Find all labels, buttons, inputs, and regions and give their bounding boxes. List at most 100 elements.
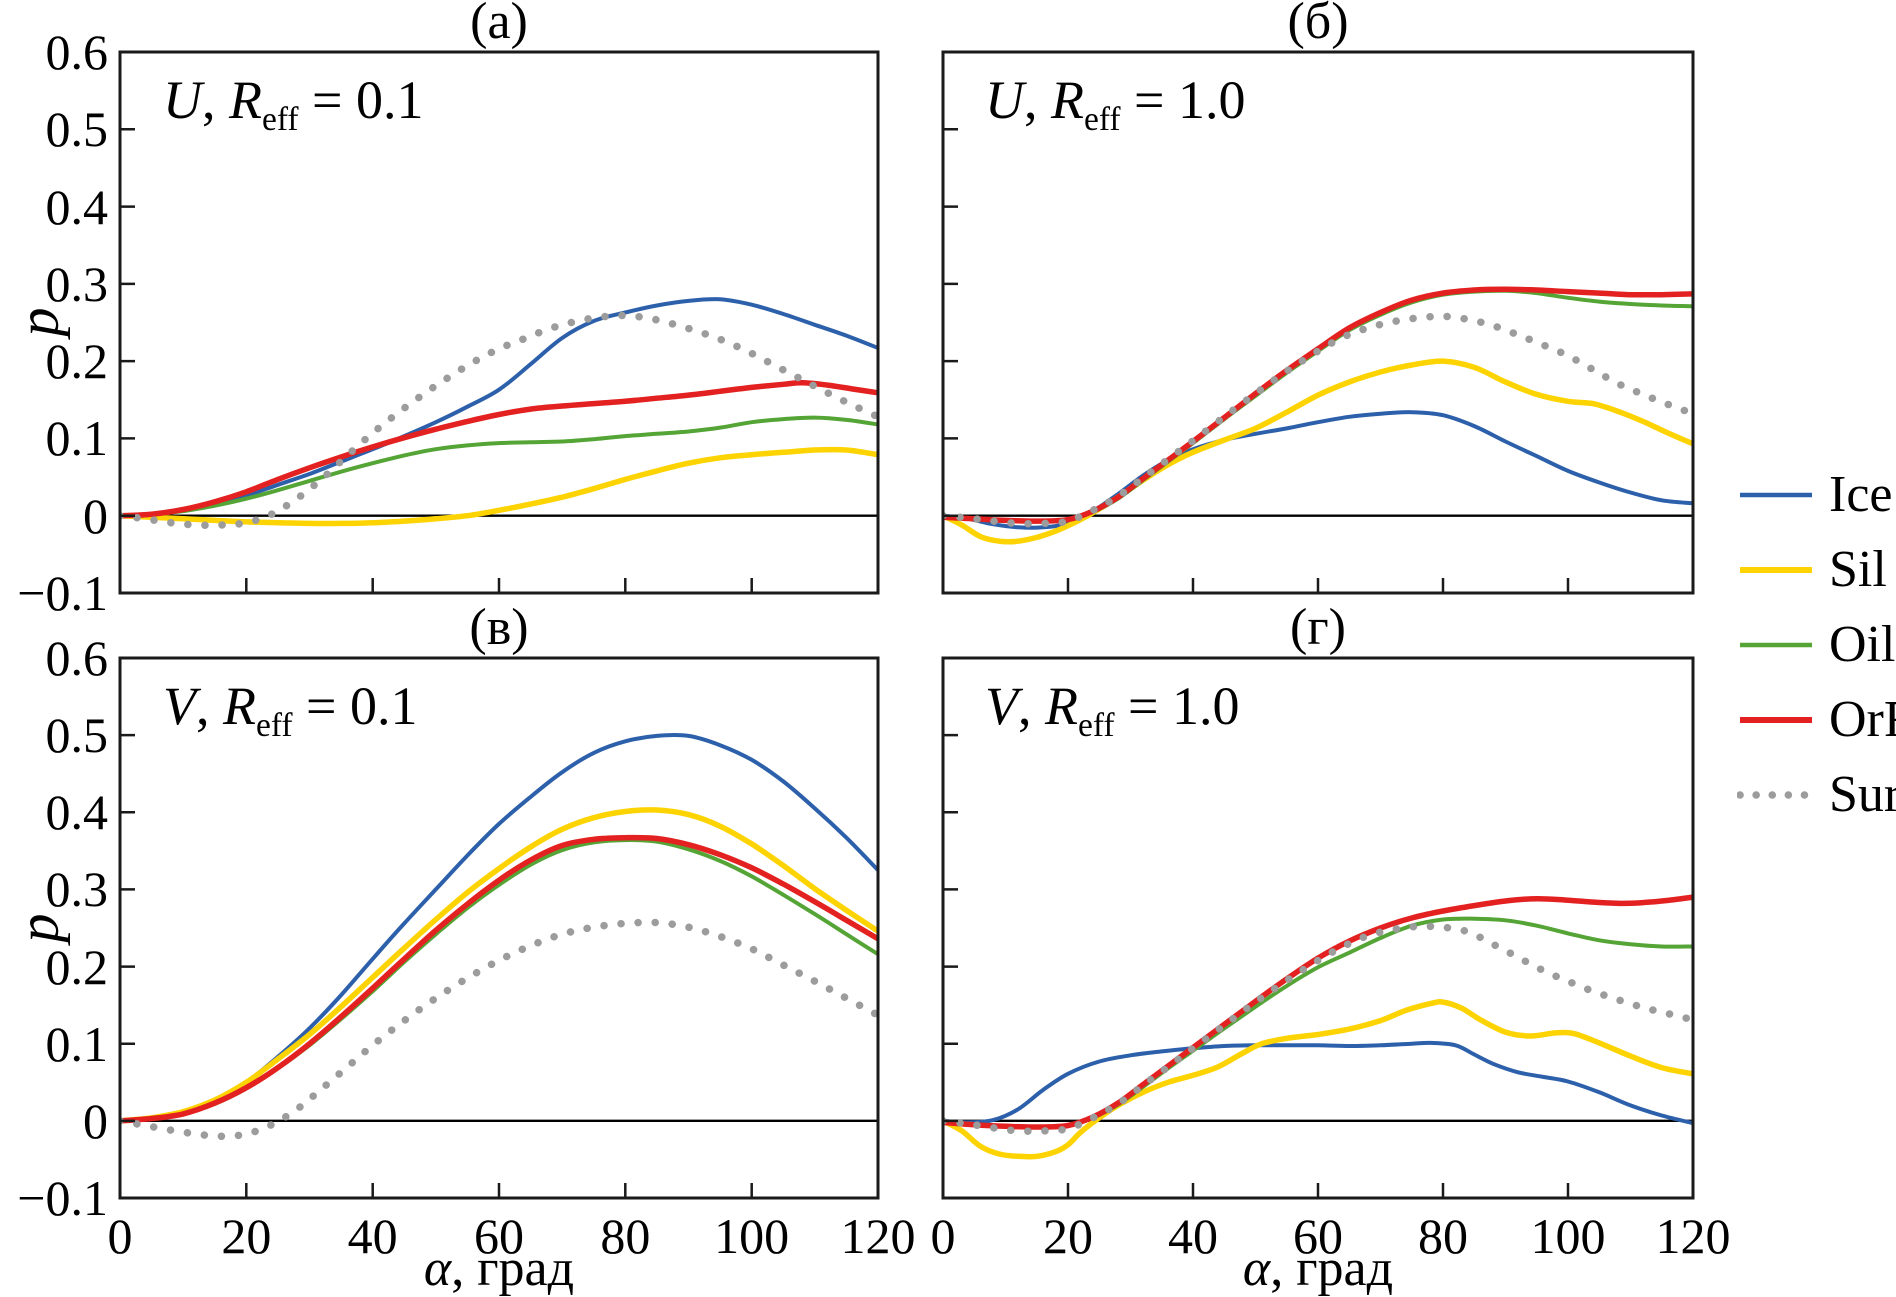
legend-label: Sil [1829, 541, 1887, 598]
y-tick-label: 0.1 [45, 1015, 109, 1072]
y-tick-label: 0 [83, 487, 108, 544]
stokes-parameter: V [163, 676, 196, 736]
panel-g-title: (г) [1290, 599, 1346, 656]
x-axis-label-left: α, град [424, 1242, 574, 1296]
x-tick-label: 0 [107, 1208, 133, 1264]
panel-frame [941, 656, 1695, 1200]
legend-item-ice: Ice [1737, 465, 1892, 525]
panel-g-annotation: V, Reff = 1.0 [985, 676, 1240, 742]
x-axis-units: , град [451, 1240, 575, 1297]
series-surf-curve [119, 918, 879, 1141]
y-tick-label: −0.1 [17, 1170, 108, 1226]
x-tick-label: 60 [474, 1208, 524, 1264]
y-tick-label: 0.4 [45, 784, 109, 841]
panel-a-title: (а) [470, 0, 528, 50]
y-tick-label: 0.6 [45, 24, 109, 80]
axis-ticks [943, 733, 1570, 1198]
y-tick-label: 0.3 [45, 255, 109, 312]
radius-symbol: R [1051, 70, 1084, 130]
legend-item-surf: Surf [1737, 765, 1896, 825]
radius-symbol: R [229, 70, 262, 130]
axis-ticks [120, 733, 753, 1198]
ice-line-sample [1740, 492, 1812, 498]
series-sil-curve [942, 358, 1694, 545]
sil-line-sample [1740, 567, 1812, 573]
legend-item-sil: Sil [1737, 540, 1887, 600]
orr-line-sample [1740, 717, 1812, 723]
radius-symbol: R [1045, 676, 1078, 736]
alpha-symbol: α [423, 1240, 452, 1297]
y-tick-label: 0.5 [45, 101, 109, 158]
panel-a-annotation: U, Reff = 0.1 [163, 70, 424, 136]
y-tick-label: 0.3 [45, 861, 109, 918]
panel-a [118, 50, 880, 595]
panel-g [941, 656, 1695, 1200]
legend-label: OrR [1829, 691, 1896, 748]
series-sil-curve [119, 807, 879, 1124]
stokes-parameter: U [163, 70, 202, 130]
legend-label: Ice [1829, 466, 1893, 523]
stokes-parameter: V [985, 676, 1018, 736]
comma: , [196, 676, 223, 736]
panel-b [941, 50, 1695, 595]
panel-frame [941, 50, 1695, 595]
y-axis-label-top: p [5, 307, 71, 337]
series-sil-curve [942, 999, 1694, 1160]
x-tick-label: 0 [930, 1208, 956, 1264]
stokes-parameter: U [985, 70, 1024, 130]
x-tick-label: 60 [1293, 1208, 1343, 1264]
series-oil-curve [942, 288, 1694, 524]
x-axis-units: , град [1270, 1240, 1394, 1297]
panel-b-annotation: U, Reff = 1.0 [985, 70, 1246, 136]
legend-label: Surf [1829, 766, 1896, 823]
y-tick-label: 0.2 [45, 938, 109, 995]
oil-line-sample [1740, 642, 1812, 648]
axis-ticks [120, 128, 753, 593]
radius-subscript: eff [262, 100, 299, 138]
panel-v [118, 656, 880, 1200]
comma: , [1018, 676, 1045, 736]
series-surf-curve [119, 311, 879, 530]
panel-v-annotation: V, Reff = 0.1 [163, 676, 418, 742]
x-tick-label: 120 [1655, 1208, 1731, 1264]
y-tick-label: 0.1 [45, 410, 109, 467]
y-tick-label: 0.4 [45, 178, 109, 235]
radius-subscript: eff [256, 706, 293, 744]
radius-symbol: R [223, 676, 256, 736]
radius-value: = 0.1 [292, 676, 418, 736]
radius-value: = 1.0 [1120, 70, 1246, 130]
axis-ticks [943, 128, 1570, 593]
legend-label: Oil [1829, 616, 1896, 673]
x-tick-label: 20 [221, 1208, 272, 1264]
radius-value: = 1.0 [1114, 676, 1240, 736]
y-tick-label: 0.6 [45, 630, 109, 686]
x-tick-label: 40 [347, 1208, 398, 1264]
legend-item-orr: OrR [1737, 690, 1896, 750]
x-tick-label: 100 [1530, 1208, 1606, 1264]
x-tick-label: 100 [714, 1208, 790, 1264]
series-sil-curve [119, 446, 879, 527]
x-tick-label: 120 [840, 1208, 916, 1264]
series-orr-curve [942, 286, 1694, 524]
radius-value: = 0.1 [298, 70, 424, 130]
x-tick-label: 80 [600, 1208, 651, 1264]
panel-frame [118, 656, 880, 1200]
series-surf-curve [942, 922, 1691, 1135]
series-ice-curve [942, 410, 1694, 530]
legend-item-oil: Oil [1737, 615, 1895, 675]
series-orr-curve [119, 380, 879, 519]
y-tick-label: 0 [83, 1092, 108, 1149]
radius-subscript: eff [1078, 706, 1115, 744]
y-tick-label: 0.2 [45, 333, 109, 390]
panel-b-title: (б) [1287, 0, 1349, 50]
x-tick-label: 20 [1043, 1208, 1093, 1264]
comma: , [202, 70, 229, 130]
panel-v-title: (в) [469, 599, 529, 656]
alpha-symbol: α [1242, 1240, 1271, 1297]
surf-line-sample [1737, 791, 1815, 799]
series-oil-curve [119, 415, 879, 518]
x-axis-label-right: α, град [1243, 1242, 1393, 1296]
series-orr-curve [119, 834, 879, 1124]
